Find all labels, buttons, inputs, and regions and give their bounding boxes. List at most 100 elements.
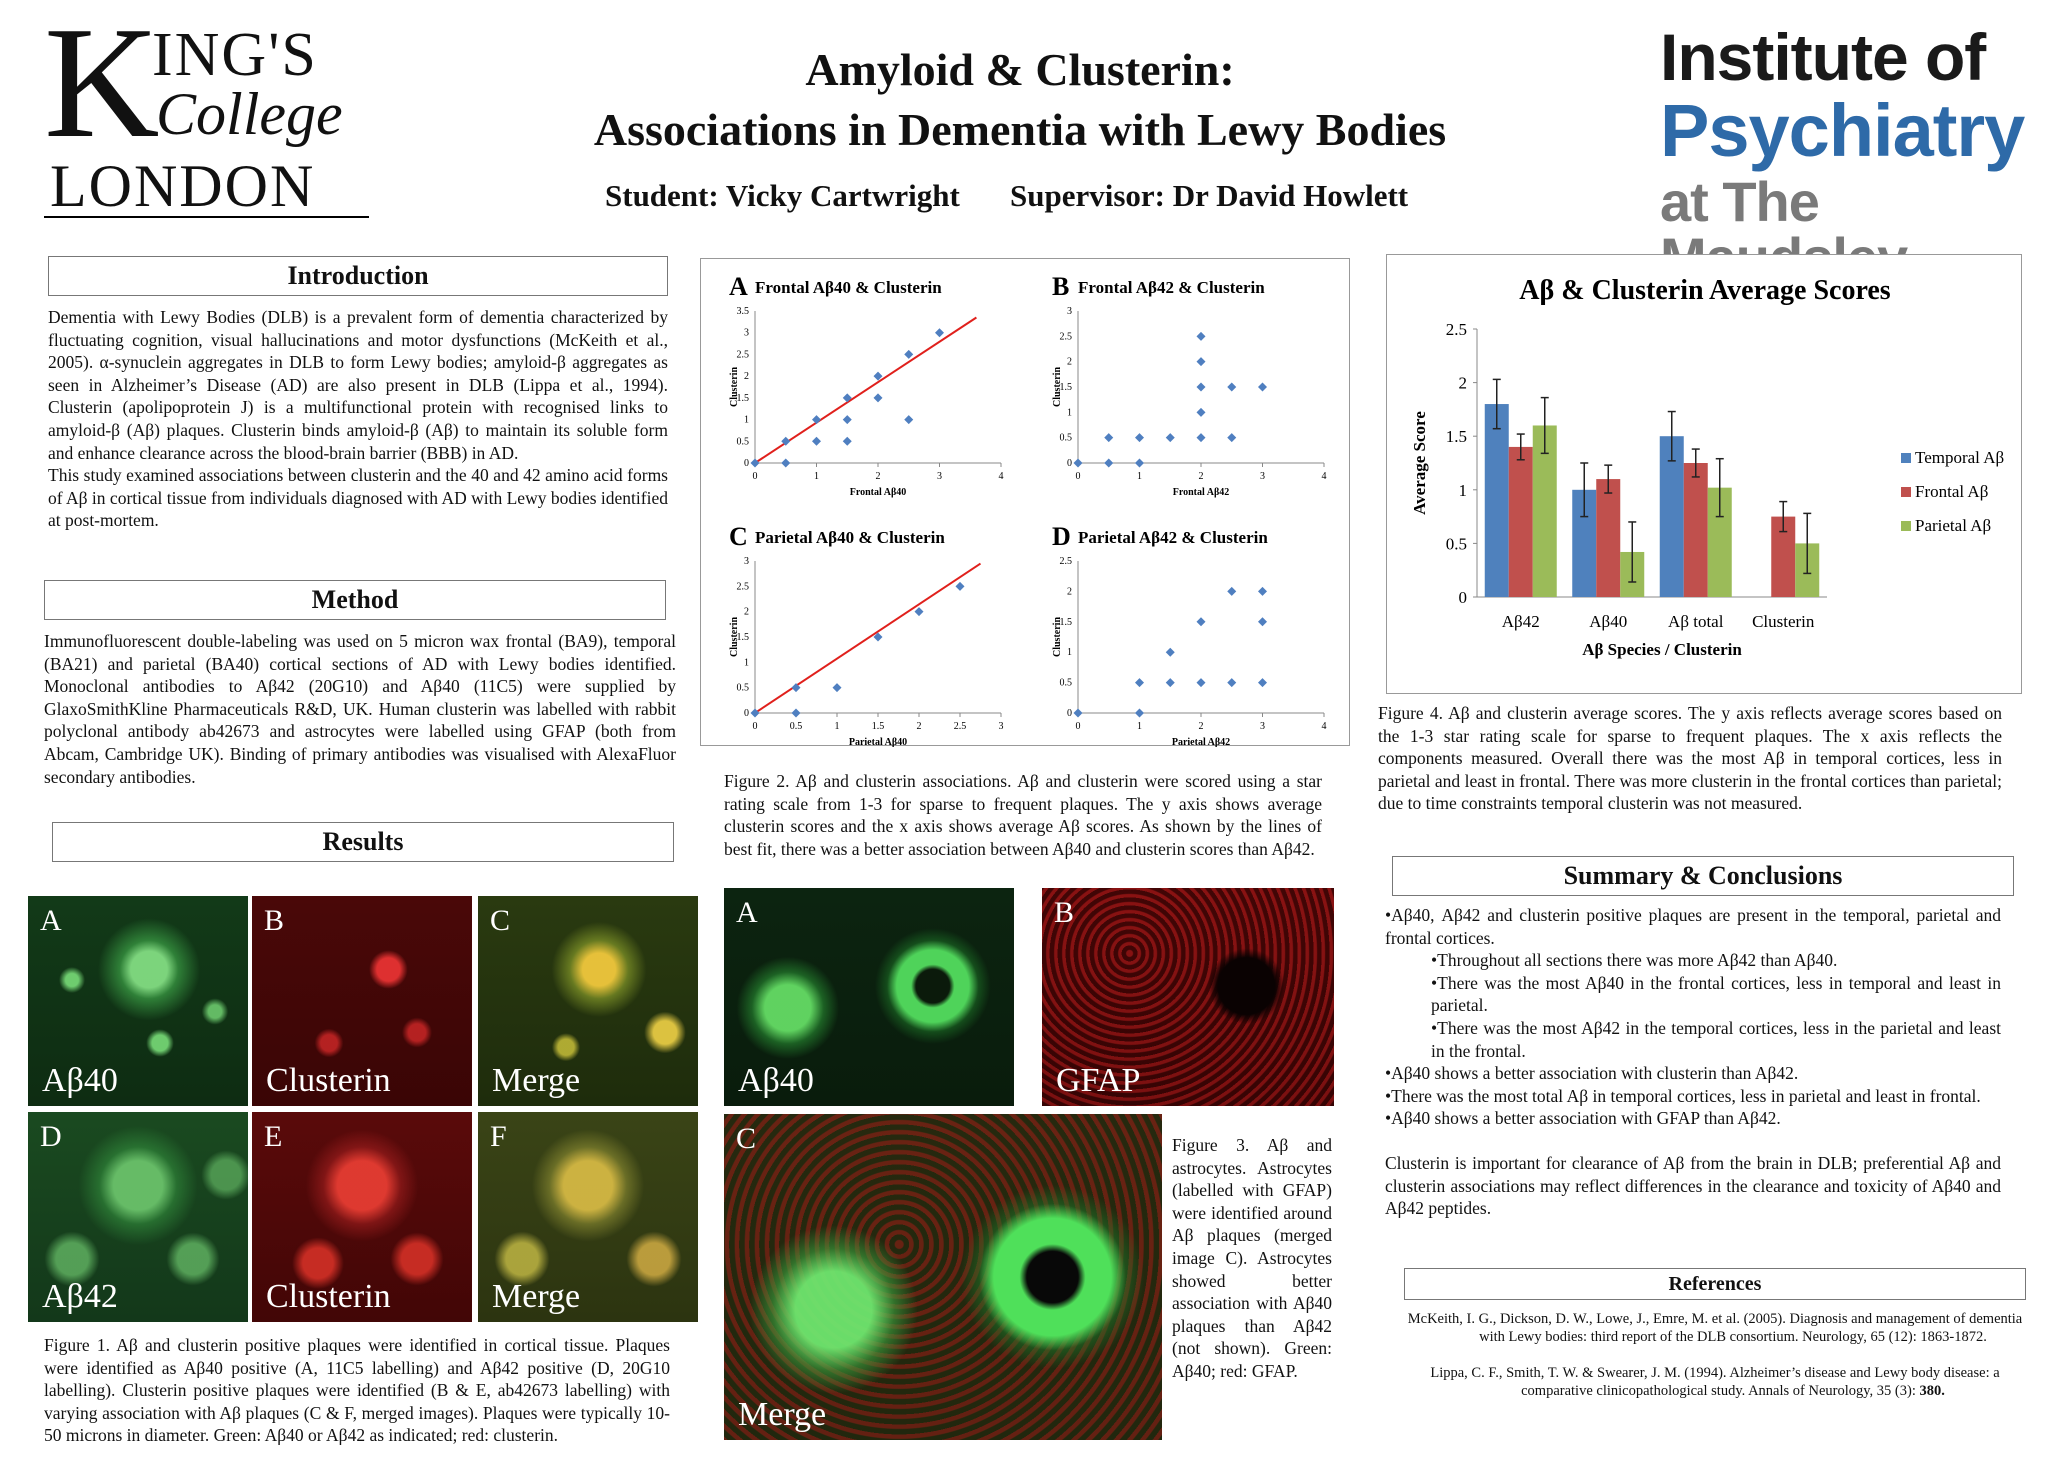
references-list: McKeith, I. G., Dickson, D. W., Lowe, J.… xyxy=(1404,1310,2026,1400)
y-tick-label: 0.5 xyxy=(737,436,750,447)
y-tick-label: 0 xyxy=(744,458,749,469)
data-point xyxy=(1227,586,1237,596)
fig1-tile-b: B Clusterin xyxy=(252,896,472,1106)
tile-letter: A xyxy=(736,896,758,929)
data-point xyxy=(1258,586,1267,596)
x-tick-label: 4 xyxy=(1322,721,1327,732)
fig1-tile-d: D Aβ42 xyxy=(28,1112,248,1322)
x-axis-label: Frontal Aβ42 xyxy=(1173,487,1229,498)
figure-3-caption: Figure 3. Aβ and astrocytes. Astrocytes … xyxy=(1172,1135,1332,1381)
tile-label: Merge xyxy=(492,1278,581,1315)
x-tick-label: 3 xyxy=(999,721,1004,732)
data-point xyxy=(791,683,801,693)
chart-title: Aβ & Clusterin Average Scores xyxy=(1519,275,1891,306)
y-tick-label: 1.5 xyxy=(1060,382,1073,393)
scatter-panel-a: A Frontal Aβ40 & Clusterin 0 0.5 1 1.5 2 2.5 3 3.… xyxy=(729,272,1004,498)
tile-label: GFAP xyxy=(1056,1062,1141,1099)
tile-letter: B xyxy=(264,904,285,937)
bar xyxy=(1508,446,1533,597)
y-axis-label: Clusterin xyxy=(729,367,740,407)
data-point xyxy=(1073,458,1083,468)
y-axis-label: Clusterin xyxy=(1052,367,1063,407)
data-point xyxy=(1104,458,1114,468)
tile-letter: E xyxy=(264,1120,283,1153)
introduction-body: Dementia with Lewy Bodies (DLB) is a pre… xyxy=(48,306,668,532)
y-tick-label: 3 xyxy=(744,328,749,339)
y-tick-label: 1 xyxy=(1459,481,1468,500)
panel-letter: B xyxy=(1052,272,1069,301)
tile-label: Aβ40 xyxy=(738,1062,814,1099)
scatter-panel-d: D Parietal Aβ42 & Clusterin 0 0.5 1 1.5 2 2.5 0 1… xyxy=(1052,522,1327,748)
panel-letter: D xyxy=(1052,522,1071,551)
y-tick-label: 0 xyxy=(744,708,749,719)
y-tick-label: 2.5 xyxy=(1060,556,1073,567)
scatter-panel-c: C Parietal Aβ40 & Clusterin 0 0.5 1 1.5 2 2.5 3 0… xyxy=(729,522,1004,748)
data-point xyxy=(1227,678,1237,688)
x-tick-label: 1 xyxy=(1137,721,1142,732)
data-point xyxy=(781,436,791,446)
fig3-tile-a: A Aβ40 xyxy=(724,888,1014,1106)
figure-2-frame: A Frontal Aβ40 & Clusterin 0 0.5 1 1.5 2 2.5 3 3.… xyxy=(700,258,1350,748)
data-point xyxy=(1165,647,1175,657)
introduction-para-2: This study examined associations between… xyxy=(48,465,668,531)
data-point xyxy=(1227,433,1237,443)
data-point xyxy=(842,436,852,446)
title-line-1: Amyloid & Clusterin: xyxy=(805,44,1235,95)
kings-college-logo: K ING'S College LONDON xyxy=(44,2,369,219)
tile-label: Clusterin xyxy=(266,1278,391,1315)
x-axis-label: Aβ Species / Clusterin xyxy=(1582,640,1742,659)
fig1-tile-e: E Clusterin xyxy=(252,1112,472,1322)
trendline xyxy=(754,316,977,464)
y-tick-label: 2 xyxy=(1459,374,1468,393)
data-point xyxy=(1196,331,1206,341)
scatter-panel-b: B Frontal Aβ42 & Clusterin 0 0.5 1 1.5 2 2.5 3 0 1… xyxy=(1052,272,1327,498)
y-tick-label: 0.5 xyxy=(1060,433,1073,444)
reference-2: Lippa, C. F., Smith, T. W. & Swearer, J.… xyxy=(1404,1364,2026,1400)
logo-line-2: Psychiatry xyxy=(1660,89,2025,172)
data-point xyxy=(904,349,914,359)
x-axis-label: Frontal Aβ40 xyxy=(850,487,906,498)
data-point xyxy=(1165,678,1175,688)
figure-4-bar-chart: Aβ & Clusterin Average Scores 0 0.5 1 1.5 2 2.… xyxy=(1410,275,2004,659)
data-point xyxy=(842,415,852,425)
data-point xyxy=(750,458,760,468)
x-tick-label: 4 xyxy=(999,471,1004,482)
data-point xyxy=(832,683,842,693)
data-point xyxy=(1104,433,1114,443)
summary-conclusion: Clusterin is important for clearance of … xyxy=(1385,1152,2001,1219)
data-point xyxy=(1258,678,1267,688)
figure-1-caption: Figure 1. Aβ and clusterin positive plaq… xyxy=(44,1335,670,1446)
method-heading: Method xyxy=(44,580,666,620)
summary-body: •Aβ40, Aβ42 and clusterin positive plaqu… xyxy=(1385,904,2001,1220)
bar xyxy=(1484,404,1509,597)
legend-swatch xyxy=(1901,521,1911,531)
y-tick-label: 2 xyxy=(1067,357,1072,368)
x-tick-label: 2.5 xyxy=(954,721,967,732)
tile-label: Aβ42 xyxy=(42,1278,118,1315)
x-tick-label: Clusterin xyxy=(1752,612,1815,631)
tile-letter: F xyxy=(490,1120,507,1153)
logo-london: LONDON xyxy=(50,153,316,219)
y-tick-label: 2.5 xyxy=(1060,331,1073,342)
summary-bullet-3: •There was the most total Aβ in temporal… xyxy=(1385,1085,1981,1106)
summary-bullet-2: •Aβ40 shows a better association with cl… xyxy=(1385,1063,1799,1084)
y-tick-label: 2 xyxy=(1067,586,1072,597)
fig3-tile-c: C Merge xyxy=(724,1114,1162,1440)
institute-of-psychiatry-logo: Institute of Psychiatry at The Maudsley xyxy=(1660,24,2025,286)
trendline xyxy=(754,562,982,714)
y-tick-label: 2 xyxy=(744,371,749,382)
data-point xyxy=(935,328,944,338)
data-point xyxy=(1073,708,1083,718)
method-body: Immunofluorescent double-labeling was us… xyxy=(44,631,676,787)
x-tick-label: 1 xyxy=(814,471,819,482)
data-point xyxy=(1196,678,1206,688)
x-tick-label: 2 xyxy=(876,471,881,482)
x-tick-label: 0 xyxy=(1076,721,1081,732)
supervisor-name: Supervisor: Dr David Howlett xyxy=(1010,178,1409,213)
reference-1: McKeith, I. G., Dickson, D. W., Lowe, J.… xyxy=(1407,1311,2023,1345)
x-tick-label: 0.5 xyxy=(790,721,803,732)
panel-letter: C xyxy=(729,522,748,551)
x-tick-label: 3 xyxy=(937,471,942,482)
x-tick-label: Aβ total xyxy=(1668,612,1724,631)
fig3-tile-b: B GFAP xyxy=(1042,888,1334,1106)
